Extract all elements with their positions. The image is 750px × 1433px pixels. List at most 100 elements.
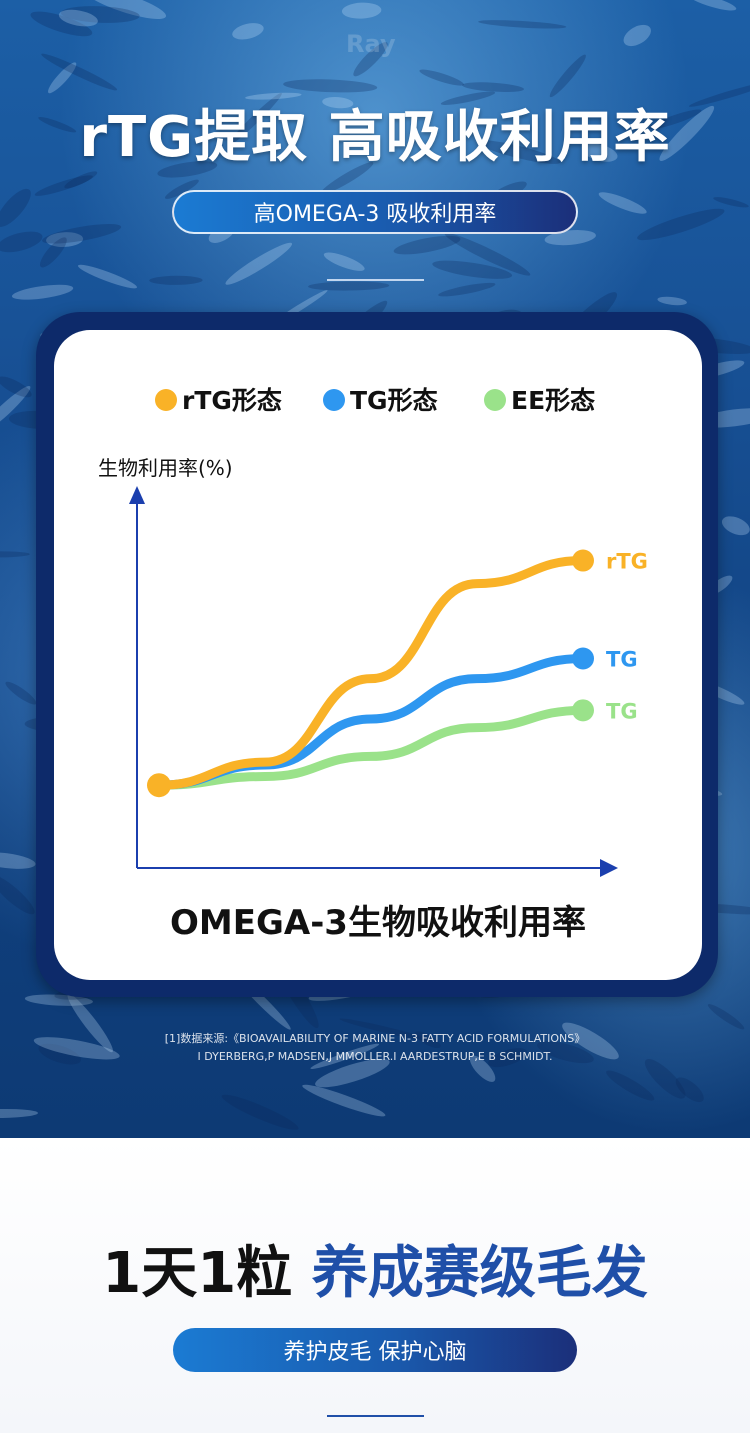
fish-shape [84, 0, 167, 19]
fish-shape [48, 62, 77, 94]
fish-shape [644, 1058, 686, 1099]
fish-shape [30, 11, 93, 37]
fish-shape [582, 143, 618, 162]
slogan: 1天1粒 养成赛级毛发 [0, 1228, 750, 1309]
fish-shape [0, 386, 31, 433]
fish-shape [39, 237, 67, 268]
fish-shape [38, 116, 77, 133]
fish-shape [462, 82, 524, 92]
fish-shape [598, 192, 647, 214]
fish-shape [438, 282, 496, 297]
fish-shape [322, 97, 354, 109]
fish-shape [46, 232, 84, 247]
fish-shape [648, 109, 702, 130]
fish-shape [707, 1004, 745, 1030]
bottom-section [0, 1138, 750, 1433]
fish-shape [60, 6, 140, 23]
fish-shape [5, 681, 37, 705]
fish-shape [0, 852, 36, 869]
fish-shape [549, 54, 586, 98]
fish-shape [659, 105, 715, 161]
fish-shape [0, 231, 43, 253]
fish-shape [0, 551, 30, 558]
legend-marker-1 [323, 389, 345, 411]
fish-shape [637, 208, 725, 241]
fish-shape [34, 175, 93, 196]
fish-shape [476, 140, 561, 164]
fish-shape [341, 2, 382, 19]
chart-card: rTG形态 TG形态 EE形态 生物利用率(%) TG TG rTG OMEGA-3生物吸收利… [54, 330, 702, 980]
fish-shape [606, 1070, 655, 1101]
series-end-point-1 [572, 647, 594, 670]
fish-shape [537, 1041, 594, 1064]
legend-label-0: rTG形态 [182, 386, 282, 415]
fish-shape [478, 20, 567, 29]
watermark: Ray [346, 30, 396, 58]
fish-shape [623, 24, 651, 47]
source-citation: [1]数据来源:《BIOAVAILABILITY OF MARINE N-3 F… [164, 1032, 586, 1045]
fish-shape [469, 1055, 496, 1082]
legend-marker-2 [484, 389, 506, 411]
fish-shape [67, 993, 113, 1053]
bottom-divider-line [327, 1415, 424, 1417]
fish-shape [225, 242, 293, 285]
slogan-dose: 1天1粒 [102, 1241, 293, 1306]
legend-marker-0 [155, 389, 177, 411]
fish-shape [0, 188, 31, 227]
fish-shape [283, 79, 378, 93]
y-axis-label: 生物利用率(%) [98, 456, 233, 480]
fish-shape [58, 9, 98, 27]
series-end-point-2 [572, 699, 594, 722]
source-authors: I DYERBERG,P MADSEN,J MMOLLER.I AARDESTR… [197, 1050, 553, 1063]
fish-shape [0, 1108, 38, 1118]
fish-shape [302, 1084, 386, 1117]
benefit-pill: 养护皮毛 保护心脑 [173, 1328, 577, 1372]
series-line-2 [154, 705, 588, 790]
series-end-label-0: rTG [606, 550, 648, 574]
fish-shape [675, 1077, 704, 1103]
fish-shape [688, 0, 737, 11]
fish-shape [315, 1058, 390, 1088]
fish-shape [323, 252, 365, 271]
fish-shape [353, 42, 388, 77]
series-end-point-0 [572, 549, 594, 572]
fish-shape [414, 1031, 441, 1049]
fish-shape [164, 179, 199, 199]
fish-shape [0, 875, 35, 915]
series-line-0 [154, 556, 588, 790]
subtitle-pill: 高OMEGA-3 吸收利用率 [172, 190, 578, 234]
x-axis-arrow [600, 859, 618, 877]
fish-shape [440, 91, 496, 105]
fish-shape [64, 171, 98, 189]
fish-shape [157, 161, 218, 178]
legend-label-1: TG形态 [350, 386, 438, 415]
fish-shape [41, 53, 118, 91]
fish-shape [42, 223, 122, 244]
series-start-point [147, 773, 171, 798]
x-axis-label: OMEGA-3生物吸收利用率 [170, 903, 586, 943]
divider-line [327, 279, 424, 281]
fish-shape [245, 92, 302, 100]
fish-shape [24, 994, 93, 1006]
fish-shape [232, 23, 264, 40]
fish-shape [721, 516, 750, 536]
fish-shape [562, 1022, 619, 1060]
fish-shape [149, 275, 203, 285]
fish-shape [78, 264, 137, 289]
fish-shape [33, 1037, 120, 1060]
fish-shape [713, 197, 749, 208]
fish-shape [310, 1043, 380, 1069]
legend-label-2: EE形态 [511, 386, 595, 415]
fish-shape [221, 1094, 299, 1130]
fish-shape [393, 235, 461, 255]
fish-shape [657, 296, 687, 306]
fish-shape [339, 1018, 431, 1041]
series-end-label-1: TG [606, 647, 638, 671]
fish-shape [38, 1043, 81, 1065]
fish-shape [228, 92, 282, 146]
slogan-benefit: 养成赛级毛发 [311, 1241, 648, 1306]
fish-shape [0, 376, 32, 398]
fish-shape [419, 69, 464, 86]
page-title: rTG提取 高吸收利用率 [79, 105, 671, 170]
